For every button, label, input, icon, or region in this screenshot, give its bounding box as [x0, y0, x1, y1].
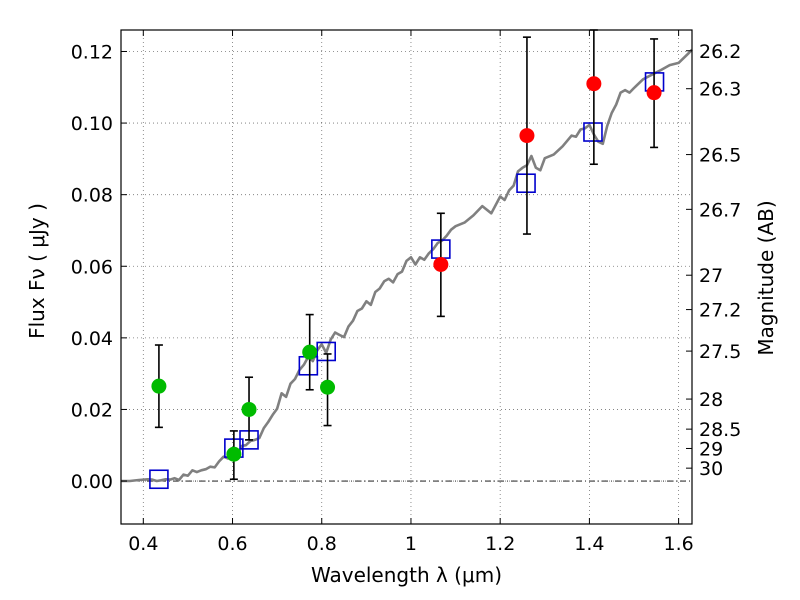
y-tick-label: 0.08 [71, 185, 113, 207]
right-tick-label: 28.5 [699, 419, 741, 441]
right-tick-label: 26.3 [699, 79, 741, 101]
right-tick-label: 27.5 [699, 341, 741, 363]
optical-flux-point [226, 446, 242, 462]
right-tick-label: 28 [699, 389, 723, 411]
synthetic-flux-square [583, 122, 603, 142]
infrared-flux-point [519, 128, 535, 144]
model-sed-line [121, 48, 693, 483]
model-spectrum [121, 48, 693, 483]
grid-lines [121, 30, 692, 524]
right-tick-label: 27.2 [699, 300, 741, 322]
y-tick-label: 0.10 [71, 113, 113, 135]
right-tick-label: 26.2 [699, 41, 741, 63]
synthetic-photometry [149, 72, 665, 490]
x-tick-label: 1.2 [485, 533, 515, 555]
error-bars [154, 29, 659, 481]
y-axis-label: Flux Fν ( μJy ) [25, 203, 49, 339]
y-tick-label: 0.04 [71, 328, 113, 350]
infrared-flux-point [586, 76, 602, 92]
infrared-flux-point [646, 85, 662, 101]
y-tick-label: 0.02 [71, 399, 113, 421]
y-tick-label: 0.12 [71, 41, 113, 63]
right-tick-label: 30 [699, 458, 723, 480]
right-tick-label: 29 [699, 438, 723, 460]
x-tick-label: 0.4 [128, 533, 158, 555]
synthetic-flux-square [516, 173, 536, 194]
axis-ticks: 0.4 0.6 0.8 1 1.2 1.4 1.6 0.00 0.02 0.04 0.06 0.08 0… [71, 30, 741, 555]
x-tick-label: 0.6 [217, 533, 247, 555]
synthetic-flux-square [149, 469, 169, 490]
right-tick-label: 27 [699, 265, 723, 287]
plot-frame [120, 29, 693, 525]
optical-flux-point [151, 378, 167, 394]
infrared-photometry [433, 76, 662, 272]
y-tick-label: 0.00 [71, 471, 113, 493]
right-tick-label: 26.5 [699, 145, 741, 167]
optical-photometry [151, 344, 336, 462]
x-tick-label: 0.8 [307, 533, 337, 555]
right-tick-label: 26.7 [699, 199, 741, 221]
right-axis-label: Magnitude (AB) [754, 200, 778, 355]
x-axis-label: Wavelength λ (μm) [311, 563, 502, 587]
infrared-flux-point [433, 256, 449, 272]
x-tick-label: 1.4 [574, 533, 604, 555]
optical-flux-point [302, 344, 318, 360]
y-tick-label: 0.06 [71, 256, 113, 278]
optical-flux-point [320, 379, 336, 395]
x-tick-label: 1.6 [664, 533, 694, 555]
synthetic-flux-square [316, 341, 337, 362]
x-tick-label: 1 [405, 533, 417, 555]
optical-flux-point [241, 401, 257, 417]
